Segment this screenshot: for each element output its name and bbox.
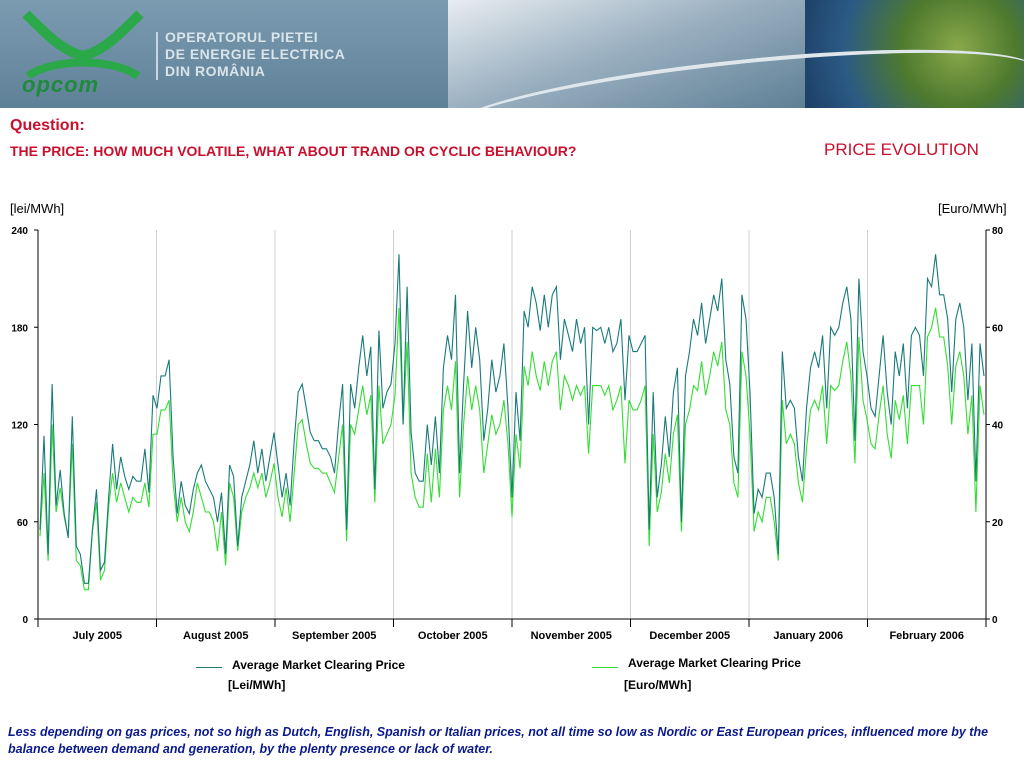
y-axis-right-label: [Euro/MWh]: [938, 201, 1007, 216]
y-left-tick-label: 60: [17, 518, 29, 529]
y-right-tick-label: 40: [992, 421, 1004, 432]
question-subtitle: THE PRICE: HOW MUCH VOLATILE, WHAT ABOUT…: [10, 143, 577, 159]
legend-series-unit-lei: [Lei/MWh]: [228, 678, 286, 692]
series-line-lei: [39, 254, 985, 584]
europe-map-image: [805, 0, 1024, 108]
y-right-tick-label: 60: [992, 323, 1004, 334]
y-left-tick-label: 0: [22, 615, 28, 626]
price-evolution-chart: 0 60 120 180 240 0 20 40 60 80 July 2005 August 200…: [11, 226, 1004, 642]
y-right-tick-label: 20: [992, 518, 1004, 529]
y-left-tick-label: 120: [11, 421, 28, 432]
series-line-euro: [39, 307, 985, 591]
logo-wordmark: opcom: [22, 72, 100, 97]
x-month-label: October 2005: [418, 630, 488, 642]
x-month-label: December 2005: [649, 630, 730, 642]
legend-line-euro: [592, 667, 618, 668]
header-banner: opcom OPERATORUL PIETEI DE ENERGIE ELECT…: [0, 0, 1024, 108]
y-left-tick-label: 180: [11, 323, 28, 334]
y-left-tick-label: 240: [11, 226, 28, 237]
x-month-label: September 2005: [292, 630, 376, 642]
logo-divider: [156, 32, 158, 80]
legend-series-name-lei: Average Market Clearing Price: [232, 658, 405, 672]
x-month-label: July 2005: [72, 630, 122, 642]
y-right-tick-label: 80: [992, 226, 1004, 237]
legend-line-lei: [196, 667, 222, 668]
chart-title: PRICE EVOLUTION: [824, 140, 979, 159]
y-right-tick-label: 0: [992, 615, 998, 626]
legend-series-name-euro: Average Market Clearing Price: [628, 656, 801, 670]
org-name-line-3: DIN ROMÂNIA: [165, 63, 266, 79]
opcom-logo-icon: [22, 10, 144, 80]
x-month-label: August 2005: [183, 630, 248, 642]
question-heading: Question:: [10, 117, 85, 134]
y-axis-left-label: [lei/MWh]: [10, 201, 65, 216]
x-month-label: January 2006: [773, 630, 843, 642]
x-month-label: February 2006: [889, 630, 964, 642]
banner-photo: [448, 0, 808, 108]
footnote-text: Less depending on gas prices, not so hig…: [8, 725, 989, 756]
legend-series-unit-euro: [Euro/MWh]: [624, 678, 692, 692]
org-name-line-1: OPERATORUL PIETEI: [165, 29, 319, 45]
org-name-line-2: DE ENERGIE ELECTRICA: [165, 46, 346, 62]
x-month-label: November 2005: [531, 630, 612, 642]
